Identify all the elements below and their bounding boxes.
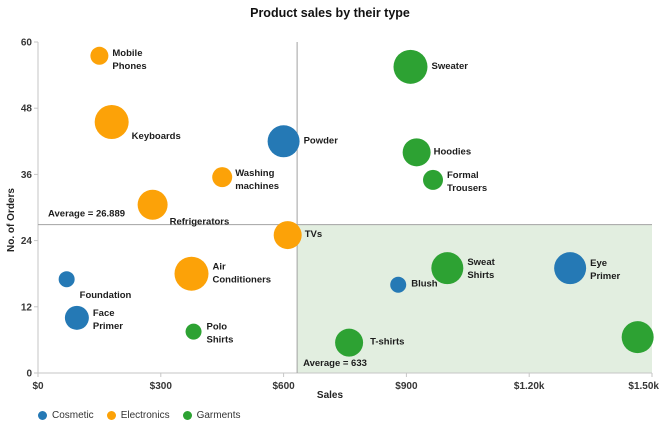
bubble-label-washing-machines: Washing machines xyxy=(235,168,279,192)
y-tick-label: 36 xyxy=(21,170,33,181)
y-tick-label: 24 xyxy=(21,236,33,247)
bubble-blush[interactable] xyxy=(390,276,407,293)
bubble-label-tvs: TVs xyxy=(305,229,322,240)
x-tick-label: $600 xyxy=(272,381,295,392)
bubble-sweat-shirts[interactable] xyxy=(431,252,464,285)
y-tick-label: 60 xyxy=(21,38,33,49)
bubble-label-mobile-phones: Mobile Phones xyxy=(112,48,146,72)
bubble-powder[interactable] xyxy=(267,125,300,158)
bubble-label-foundation: Foundation xyxy=(80,290,132,301)
bubble-face-primer[interactable] xyxy=(64,305,89,330)
y-tick-label: 48 xyxy=(21,104,33,115)
bubble-label-face-primer: Face Primer xyxy=(93,308,123,332)
bubble-hoodies[interactable] xyxy=(402,138,431,167)
bubble-label-refrigerators: Refrigerators xyxy=(170,217,230,228)
bubble-label-polo-shirts: Polo Shirts xyxy=(207,322,234,346)
bubble-unlabeled[interactable] xyxy=(621,321,654,354)
bubble-label-t-shirts: T-shirts xyxy=(370,337,404,348)
bubble-label-blush: Blush xyxy=(411,279,438,290)
average-orders-label: Average = 26.889 xyxy=(48,209,125,220)
bubble-label-air-conditioners: Air Conditioners xyxy=(213,262,272,286)
legend-dot-electronics xyxy=(106,411,116,420)
bubble-formal-trousers[interactable] xyxy=(423,169,444,190)
bubble-keyboards[interactable] xyxy=(94,104,129,139)
legend-dot-garments xyxy=(182,411,192,420)
bubble-label-keyboards: Keyboards xyxy=(132,131,181,142)
legend-label-electronics: Electronics xyxy=(120,410,170,421)
legend-dot-cosmetic xyxy=(38,411,47,420)
bubble-t-shirts[interactable] xyxy=(335,328,364,357)
x-tick-label: $300 xyxy=(150,381,173,392)
bubble-tvs[interactable] xyxy=(273,221,302,250)
legend-item-cosmetic[interactable]: Cosmetic xyxy=(38,410,94,421)
x-axis-title: Sales xyxy=(316,390,344,401)
bubble-washing-machines[interactable] xyxy=(212,167,233,188)
chart-title: Product sales by their type xyxy=(250,6,410,20)
legend-item-electronics[interactable]: Electronics xyxy=(106,410,170,421)
legend-item-garments[interactable]: Garments xyxy=(182,410,241,421)
y-tick-label: 12 xyxy=(21,302,33,313)
legend-label-garments: Garments xyxy=(196,410,241,421)
legend: Cosmetic Electronics Garments xyxy=(38,410,241,421)
bubble-label-eye-primer: Eye Primer xyxy=(590,258,620,282)
bubble-mobile-phones[interactable] xyxy=(90,46,109,65)
legend-label-cosmetic: Cosmetic xyxy=(52,410,94,421)
y-tick-label: 0 xyxy=(26,369,32,380)
average-sales-label: Average = 633 xyxy=(303,358,367,369)
bubble-polo-shirts[interactable] xyxy=(185,323,202,340)
bubble-sweater[interactable] xyxy=(393,49,428,84)
bubble-label-hoodies: Hoodies xyxy=(434,146,471,157)
x-tick-label: $1.50k xyxy=(628,381,659,392)
bubble-foundation[interactable] xyxy=(58,271,75,288)
bubble-label-formal-trousers: Formal Trousers xyxy=(447,170,487,194)
bubble-label-powder: Powder xyxy=(304,135,339,146)
x-tick-label: $0 xyxy=(32,381,44,392)
bubble-label-sweater: Sweater xyxy=(431,61,468,72)
bubble-refrigerators[interactable] xyxy=(137,189,168,220)
bubble-air-conditioners[interactable] xyxy=(174,256,209,291)
x-tick-label: $1.20k xyxy=(514,381,545,392)
x-tick-label: $900 xyxy=(395,381,418,392)
y-axis-title: No. of Orders xyxy=(6,188,17,252)
bubble-eye-primer[interactable] xyxy=(554,252,587,285)
bubble-label-sweat-shirts: Sweat Shirts xyxy=(467,257,495,281)
